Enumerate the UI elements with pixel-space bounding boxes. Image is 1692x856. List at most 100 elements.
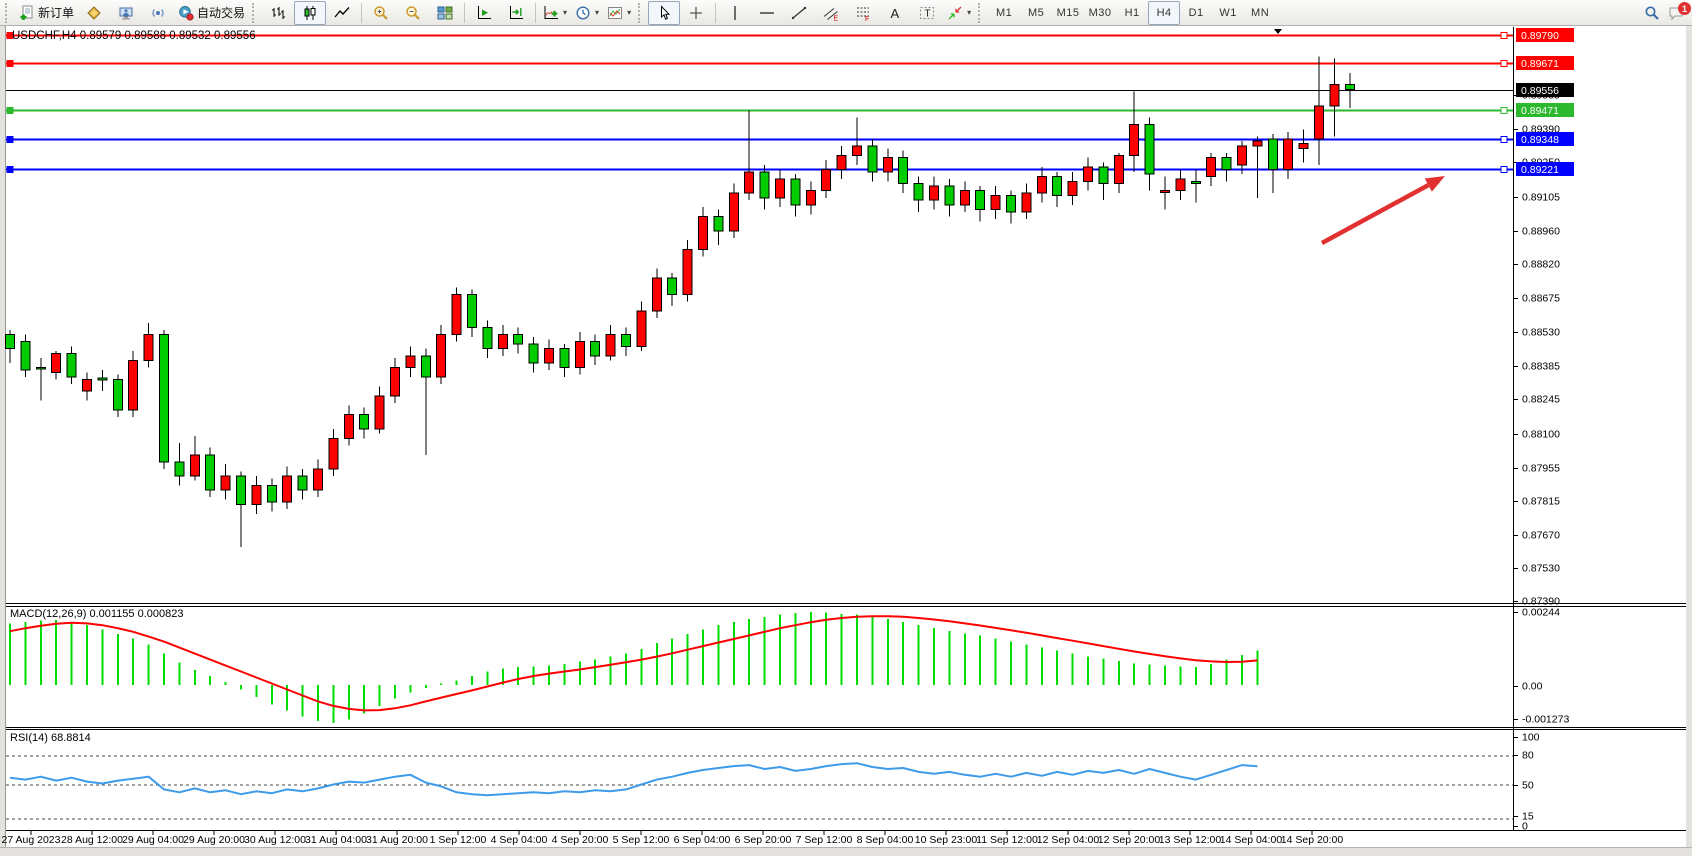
time-label: 14 Sep 04:00	[1220, 834, 1283, 846]
crosshair-button[interactable]	[680, 1, 712, 25]
trend-arrow[interactable]	[1320, 176, 1445, 245]
search-button[interactable]	[1644, 5, 1660, 21]
price-line-support-2[interactable]	[6, 136, 1513, 143]
text-icon: A	[891, 6, 900, 21]
toolbar-separator	[535, 2, 537, 23]
time-label: 8 Sep 04:00	[857, 834, 914, 846]
tf-mn-button[interactable]: MN	[1244, 1, 1276, 25]
market-watch-button[interactable]	[78, 1, 110, 25]
equidistant-channel-button[interactable]: E	[815, 1, 847, 25]
auto-trading-button-label: 自动交易	[197, 6, 246, 20]
text-label-button[interactable]: T	[911, 1, 943, 25]
arrows-button[interactable]: ▾	[943, 1, 975, 25]
tf-d1-button-label: D1	[1188, 6, 1204, 19]
chart-shift-button[interactable]	[500, 1, 532, 25]
price-badge-support-1	[1516, 103, 1574, 117]
time-label: 14 Sep 20:00	[1281, 834, 1344, 846]
time-label: 7 Sep 12:00	[796, 834, 853, 846]
zoom-out-icon	[406, 5, 420, 20]
price-badge-resistance-1	[1516, 28, 1574, 42]
periods-button[interactable]: ▾	[571, 1, 603, 25]
templates-icon	[608, 6, 623, 19]
price-axis[interactable]: 0.895350.893900.892500.891050.889600.888…	[1513, 90, 1569, 833]
horizontal-line-button[interactable]	[751, 1, 783, 25]
rsi-panel	[6, 755, 1513, 820]
zoom-in-button[interactable]	[365, 1, 397, 25]
time-label: 28 Aug 12:00	[61, 834, 123, 846]
tf-h1-button[interactable]: H1	[1116, 1, 1148, 25]
chart-shift-marker[interactable]	[1274, 29, 1282, 34]
text-button[interactable]: A	[879, 1, 911, 25]
time-axis[interactable]: 27 Aug 2023 28 Aug 12:00 29 Aug 04:00 29 Au…	[2, 831, 1344, 846]
price-tick-label: 0.87955	[1522, 463, 1560, 475]
time-label: 4 Sep 04:00	[491, 834, 548, 846]
auto-scroll-icon	[478, 5, 492, 19]
trendline-button[interactable]	[783, 1, 815, 25]
chart-title: USDCHF,H4 0.89579 0.89588 0.89532 0.8955…	[12, 30, 256, 42]
time-label: 30 Aug 12:00	[244, 834, 306, 846]
broadcast-button[interactable]	[142, 1, 174, 25]
notifications-button[interactable]: 1	[1668, 2, 1691, 21]
macd-panel	[9, 612, 1259, 723]
time-label: 12 Sep 04:00	[1037, 834, 1100, 846]
horizontal-line-icon	[760, 11, 775, 14]
cursor-button[interactable]	[648, 0, 681, 25]
vertical-line-button[interactable]	[719, 1, 751, 25]
tf-m1-button[interactable]: M1	[988, 1, 1020, 25]
tf-m30-button[interactable]: M30	[1084, 1, 1116, 25]
dropdown-arrow-icon: ▾	[627, 8, 632, 17]
candles-layer	[5, 56, 1355, 547]
auto-trading-button[interactable]: 自动交易	[174, 1, 249, 25]
price-chart-canvas[interactable]: 0.895350.893900.892500.891050.889600.888…	[0, 26, 1692, 856]
crosshair-icon	[690, 6, 703, 19]
new-order-button[interactable]: 新订单	[15, 1, 78, 25]
macd-zero-label: 0.00	[1522, 681, 1543, 693]
time-label: 4 Sep 20:00	[552, 834, 609, 846]
tf-h1-button-label: H1	[1124, 6, 1140, 19]
gold-diamond-icon	[87, 5, 101, 20]
toolbar-right-tools: 1	[1644, 1, 1691, 25]
bar-chart-button[interactable]	[262, 1, 294, 25]
zoom-out-button[interactable]	[397, 1, 429, 25]
price-line-resistance-1[interactable]	[6, 32, 1513, 39]
tf-m5-button[interactable]: M5	[1020, 1, 1052, 25]
time-label: 1 Sep 12:00	[430, 834, 487, 846]
price-tick-label: 0.87390	[1522, 596, 1560, 608]
current-price-badge	[1516, 83, 1574, 97]
price-line-support-1[interactable]	[6, 107, 1513, 114]
candlestick-button[interactable]	[294, 0, 327, 25]
line-chart-button[interactable]	[326, 1, 358, 25]
rsi-100-label: 100	[1522, 732, 1540, 744]
toolbar-grip	[252, 2, 257, 23]
tf-m1-button-label: M1	[995, 6, 1013, 19]
broadcast-icon	[152, 8, 164, 17]
rsi-label: RSI(14) 68.8814	[10, 732, 91, 744]
cursor-icon	[661, 4, 671, 20]
tf-h4-button[interactable]: H4	[1148, 0, 1181, 25]
chart-shift-icon	[510, 5, 524, 19]
macd-signal-line	[9, 615, 1258, 712]
new-order-icon	[20, 5, 33, 20]
price-line-support-3[interactable]	[6, 166, 1513, 173]
time-label: 27 Aug 2023	[2, 834, 61, 846]
svg-text:A: A	[891, 6, 900, 21]
svg-text:0.89348: 0.89348	[1521, 134, 1559, 146]
time-label: 29 Aug 04:00	[122, 834, 184, 846]
indicators-button[interactable]: ▾	[539, 1, 571, 25]
tf-m15-button[interactable]: M15	[1052, 1, 1084, 25]
fibonacci-button[interactable]: F	[847, 1, 879, 25]
navigator-button[interactable]	[110, 1, 142, 25]
channel-icon: E	[823, 7, 839, 21]
svg-text:0.89671: 0.89671	[1521, 58, 1559, 70]
tf-d1-button[interactable]: D1	[1180, 1, 1212, 25]
time-label: 12 Sep 20:00	[1098, 834, 1161, 846]
tf-w1-button[interactable]: W1	[1212, 1, 1244, 25]
rsi-50-label: 50	[1522, 780, 1534, 792]
templates-button[interactable]: ▾	[603, 1, 635, 25]
time-label: 31 Aug 20:00	[366, 834, 428, 846]
chart-window[interactable]: 0.895350.893900.892500.891050.889600.888…	[0, 26, 1692, 856]
price-line-resistance-2[interactable]	[6, 60, 1513, 67]
toolbar-separator	[361, 2, 363, 23]
tile-windows-button[interactable]	[429, 1, 461, 25]
auto-scroll-button[interactable]	[468, 1, 500, 25]
